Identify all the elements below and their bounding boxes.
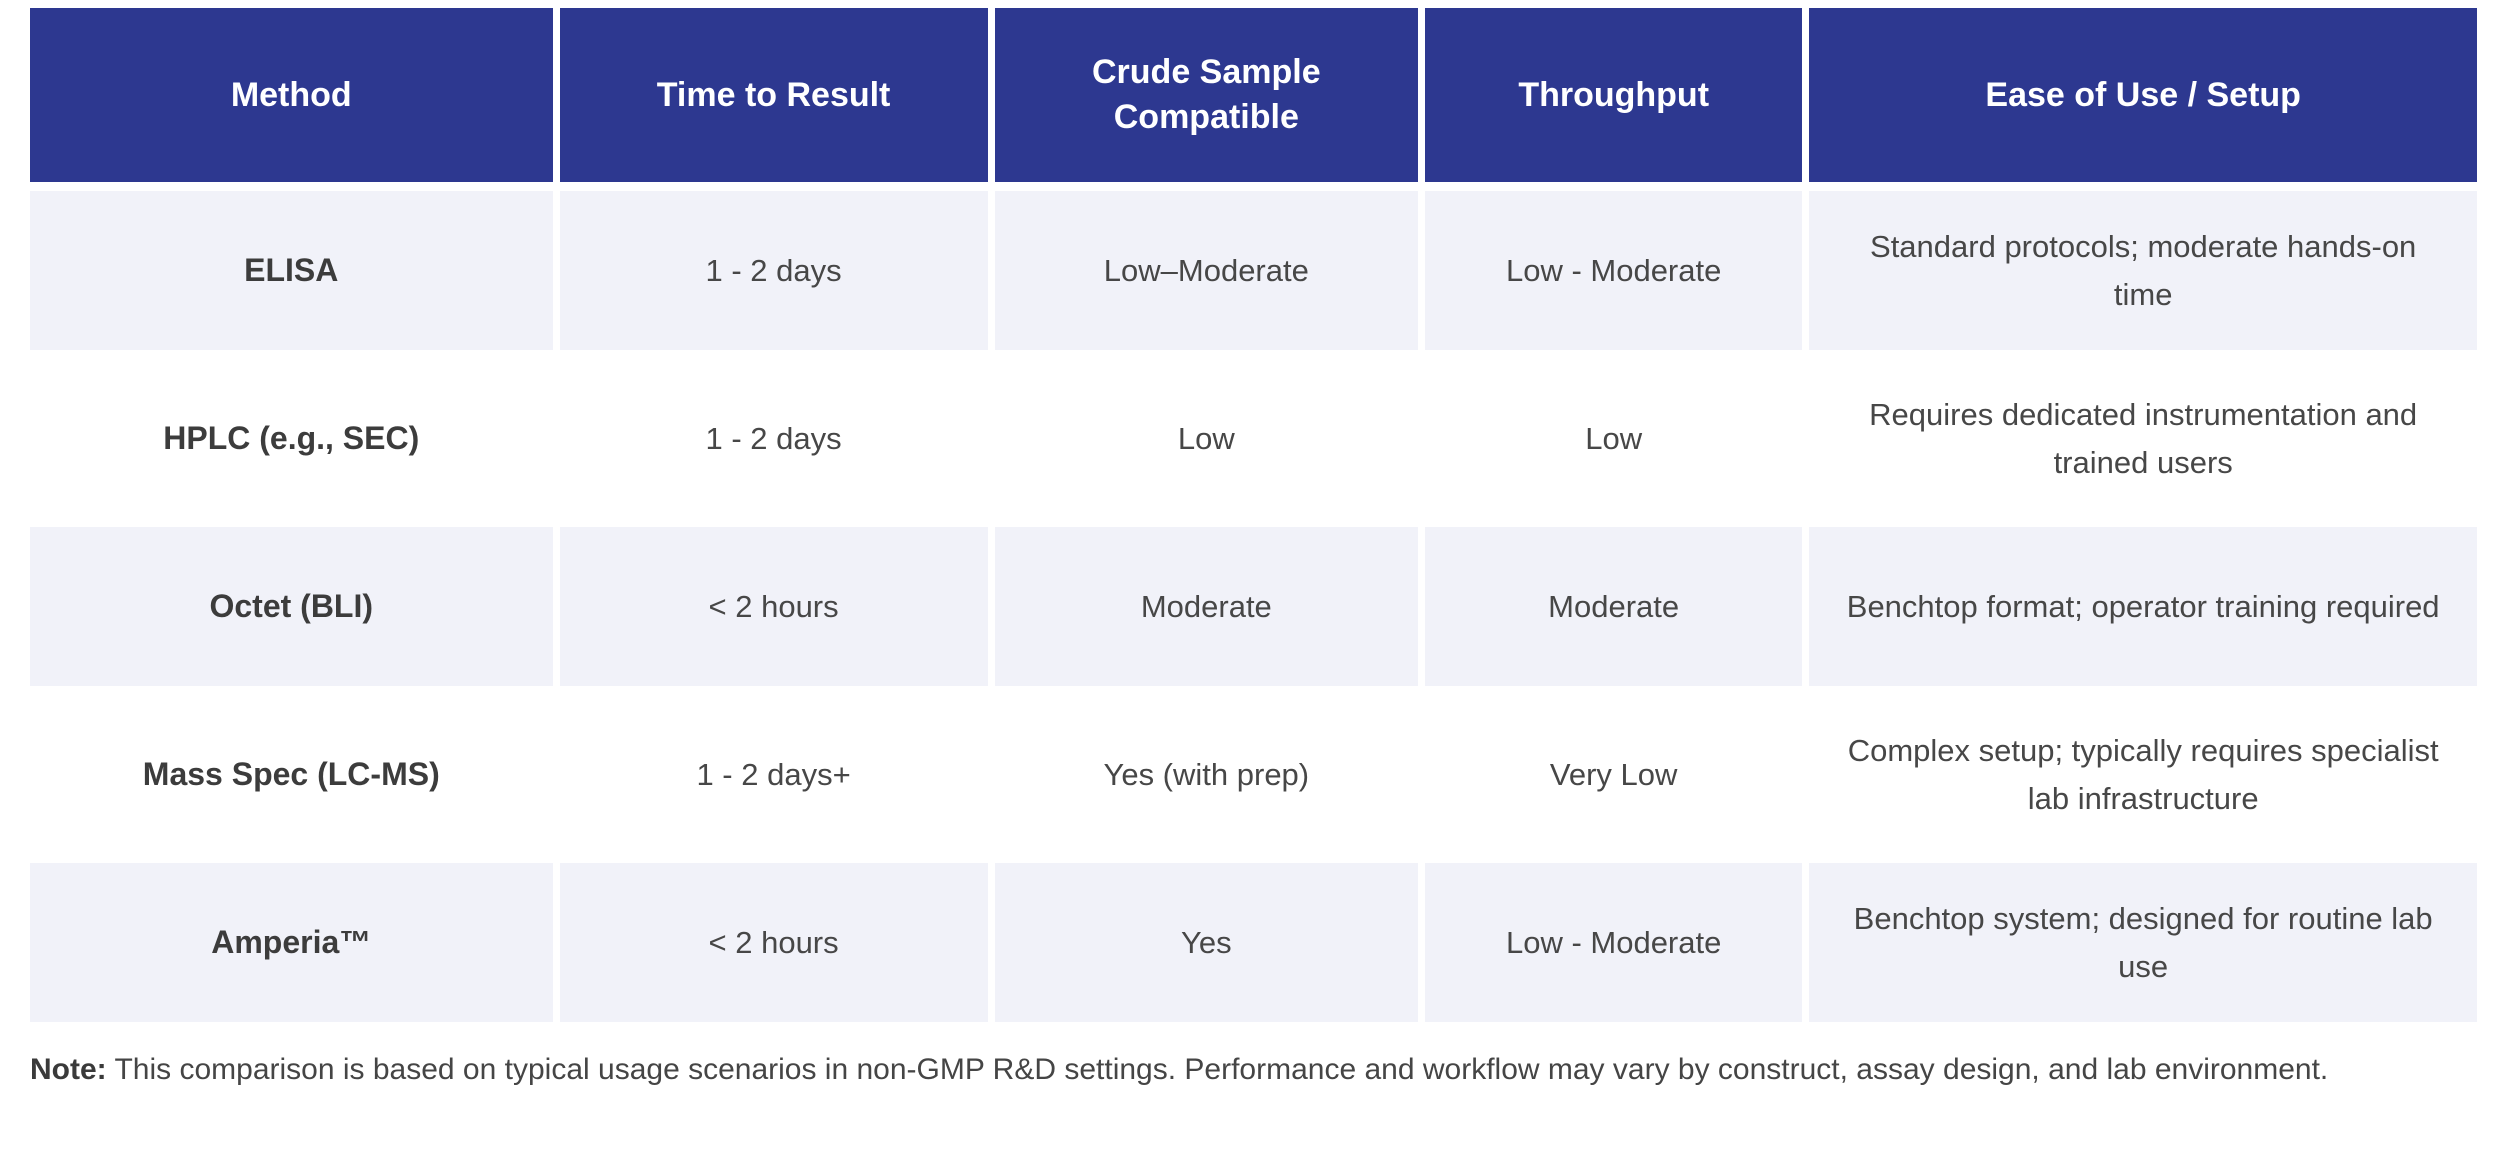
footnote: Note: This comparison is based on typica… bbox=[30, 1048, 2482, 1092]
table-cell-throughput: Low - Moderate bbox=[1424, 863, 1803, 1022]
footnote-text: This comparison is based on typical usag… bbox=[106, 1053, 2329, 1086]
table-cell-ease-of-use: Standard protocols; moderate hands-on ti… bbox=[1809, 191, 2477, 350]
table-cell-crude-sample-compatible: Low–Moderate bbox=[994, 191, 1418, 350]
table-cell-crude-sample-compatible: Moderate bbox=[994, 527, 1418, 686]
table-cell-method: Octet (BLI) bbox=[30, 527, 553, 686]
table-cell-method: Mass Spec (LC-MS) bbox=[30, 695, 553, 854]
table-cell-crude-sample-compatible: Yes (with prep) bbox=[994, 695, 1418, 854]
table-cell-time-to-result: 1 - 2 days+ bbox=[559, 695, 988, 854]
table-cell-method: HPLC (e.g., SEC) bbox=[30, 359, 553, 518]
column-header-crude-sample-compatible: Crude Sample Compatible bbox=[994, 8, 1418, 182]
table-cell-time-to-result: < 2 hours bbox=[559, 527, 988, 686]
column-header-throughput: Throughput bbox=[1424, 8, 1803, 182]
table-cell-throughput: Very Low bbox=[1424, 695, 1803, 854]
column-header-ease-of-use: Ease of Use / Setup bbox=[1809, 8, 2477, 182]
table-cell-method: Amperia™ bbox=[30, 863, 553, 1022]
table-cell-ease-of-use: Complex setup; typically requires specia… bbox=[1809, 695, 2477, 854]
table-cell-time-to-result: < 2 hours bbox=[559, 863, 988, 1022]
footnote-label: Note: bbox=[30, 1053, 107, 1086]
table-cell-method: ELISA bbox=[30, 191, 553, 350]
table-cell-throughput: Low - Moderate bbox=[1424, 191, 1803, 350]
table-cell-ease-of-use: Requires dedicated instrumentation and t… bbox=[1809, 359, 2477, 518]
table-cell-ease-of-use: Benchtop system; designed for routine la… bbox=[1809, 863, 2477, 1022]
table-cell-time-to-result: 1 - 2 days bbox=[559, 191, 988, 350]
method-comparison-table: Method Time to Result Crude Sample Compa… bbox=[30, 8, 2477, 1022]
table-cell-ease-of-use: Benchtop format; operator training requi… bbox=[1809, 527, 2477, 686]
table-cell-crude-sample-compatible: Yes bbox=[994, 863, 1418, 1022]
table-cell-throughput: Moderate bbox=[1424, 527, 1803, 686]
column-header-method: Method bbox=[30, 8, 553, 182]
table-cell-crude-sample-compatible: Low bbox=[994, 359, 1418, 518]
table-cell-throughput: Low bbox=[1424, 359, 1803, 518]
table-cell-time-to-result: 1 - 2 days bbox=[559, 359, 988, 518]
column-header-time-to-result: Time to Result bbox=[559, 8, 988, 182]
